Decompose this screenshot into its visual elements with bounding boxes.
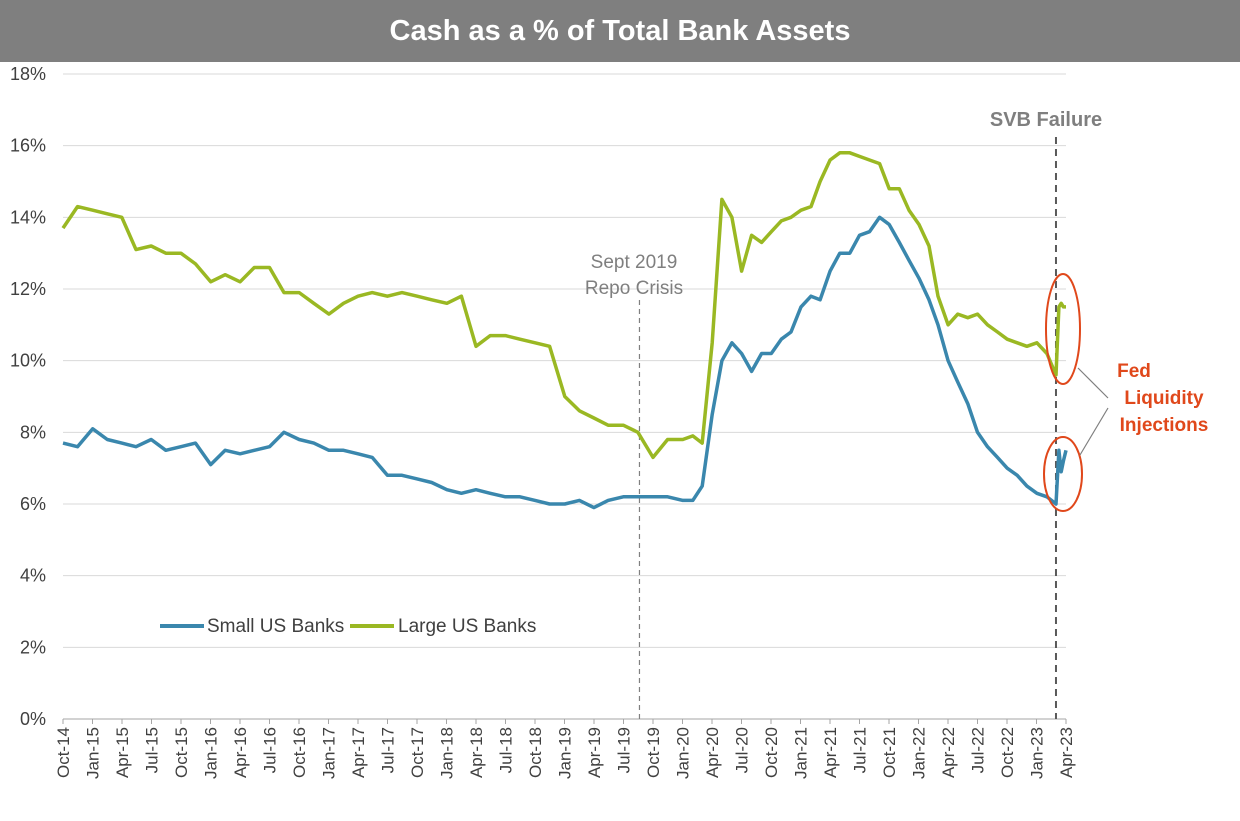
x-tick-label: Oct-22 — [998, 727, 1017, 778]
y-tick-label: 10% — [10, 351, 46, 371]
series-lines — [61, 151, 1068, 510]
x-tick-label: Apr-20 — [703, 727, 722, 778]
x-tick-label: Oct-14 — [54, 727, 73, 778]
grid-lines — [63, 73, 1066, 648]
x-tick-label: Apr-16 — [231, 727, 250, 778]
x-tick-label: Apr-17 — [349, 727, 368, 778]
x-tick-label: Jul-15 — [143, 727, 162, 773]
x-tick-label: Oct-19 — [644, 727, 663, 778]
x-tick-label: Apr-22 — [939, 727, 958, 778]
fed-injection-small-circle — [1043, 436, 1083, 512]
x-tick-label: Oct-18 — [526, 727, 545, 778]
x-tick-label: Apr-21 — [821, 727, 840, 778]
fed-connector-upper — [1077, 367, 1109, 399]
series-small-banks-line — [62, 215, 1068, 510]
x-tick-label: Jul-19 — [615, 727, 634, 773]
y-tick-label: 0% — [20, 709, 46, 729]
legend: Small US Banks Large US Banks — [160, 616, 536, 637]
y-tick-label: 18% — [10, 64, 46, 84]
x-tick-label: Jan-17 — [320, 727, 339, 779]
x-tick-label: Apr-19 — [585, 727, 604, 778]
x-tick-label: Oct-17 — [408, 727, 427, 778]
x-tick-label: Jan-23 — [1028, 727, 1047, 779]
y-tick-label: 14% — [10, 207, 46, 227]
chart-title-bar: Cash as a % of Total Bank Assets — [0, 0, 1240, 62]
x-tick-label: Apr-23 — [1057, 727, 1076, 778]
fed-connector-lower — [1079, 407, 1109, 456]
x-tick-label: Jan-16 — [202, 727, 221, 779]
y-tick-label: 6% — [20, 494, 46, 514]
y-tick-label: 4% — [20, 566, 46, 586]
repo-crisis-label-line2: Repo Crisis — [585, 278, 683, 299]
event-lines — [638, 137, 1057, 719]
fed-label-line1: Fed — [1117, 361, 1151, 382]
fed-label-line2: Liquidity — [1124, 388, 1204, 409]
x-tick-label: Jul-18 — [497, 727, 516, 773]
x-tick-label: Jan-22 — [910, 727, 929, 779]
legend-label-small-banks: Small US Banks — [207, 616, 344, 637]
y-tick-label: 12% — [10, 279, 46, 299]
x-tick-label: Jul-17 — [379, 727, 398, 773]
x-tick-label: Oct-21 — [880, 727, 899, 778]
svb-failure-label: SVB Failure — [990, 109, 1102, 131]
fed-injection-large-circle — [1045, 273, 1081, 385]
x-tick-label: Apr-18 — [467, 727, 486, 778]
fed-label-line3: Injections — [1120, 415, 1209, 436]
legend-label-large-banks: Large US Banks — [398, 616, 536, 637]
repo-crisis-label-line1: Sept 2019 — [591, 252, 678, 273]
series-large-banks-line — [61, 151, 1066, 460]
x-tick-label: Jan-20 — [674, 727, 693, 779]
x-tick-label: Jul-22 — [969, 727, 988, 773]
x-tick-label: Jul-16 — [261, 727, 280, 773]
x-tick-label: Oct-16 — [290, 727, 309, 778]
x-tick-label: Oct-15 — [172, 727, 191, 778]
x-tick-label: Jul-21 — [851, 727, 870, 773]
y-tick-label: 16% — [10, 136, 46, 156]
x-axis-ticks: Oct-14 Jan-15 Apr-15 Jul-15 Oct-15 Jan-16 Apr-… — [54, 719, 1076, 779]
y-tick-label: 2% — [20, 637, 46, 657]
x-tick-label: Oct-20 — [762, 727, 781, 778]
x-tick-label: Apr-15 — [113, 727, 132, 778]
x-tick-label: Jan-19 — [556, 727, 575, 779]
x-tick-label: Jan-18 — [438, 727, 457, 779]
x-tick-label: Jul-20 — [733, 727, 752, 773]
x-tick-label: Jan-15 — [84, 727, 103, 779]
x-tick-label: Jan-21 — [792, 727, 811, 779]
y-tick-label: 8% — [20, 422, 46, 442]
chart-title: Cash as a % of Total Bank Assets — [389, 14, 851, 47]
y-axis-ticks: 0% 2% 4% 6% 8% 10% 12% 14% 16% 18% — [10, 64, 46, 729]
